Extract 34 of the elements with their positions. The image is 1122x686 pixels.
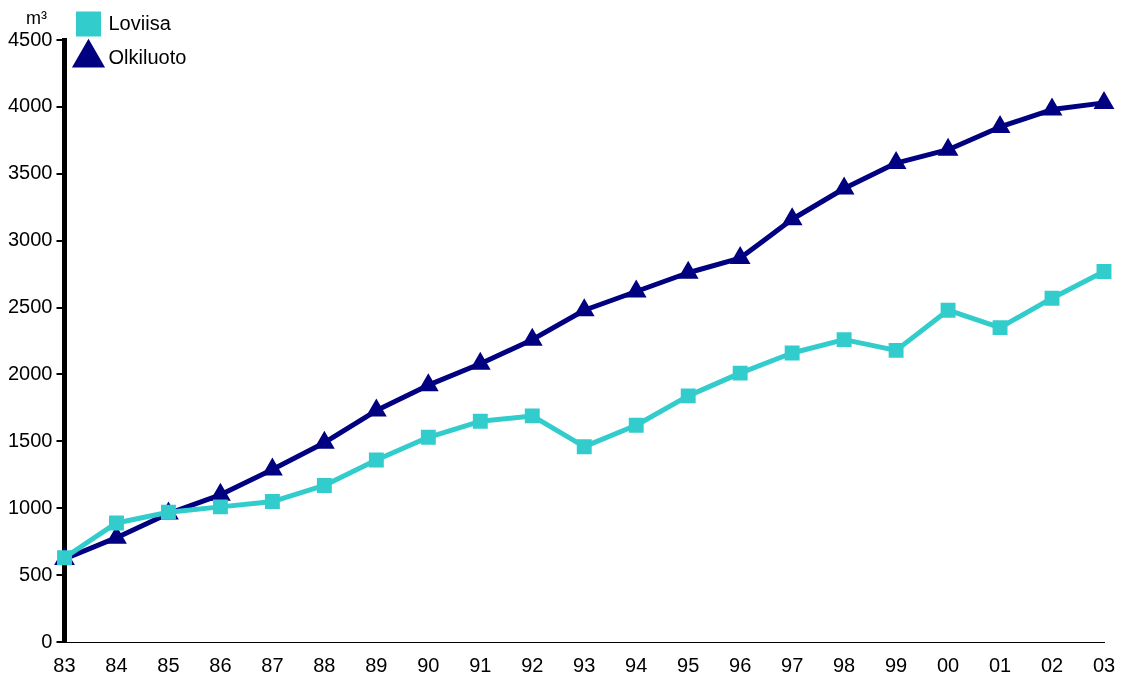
y-tick-label: 1000 [7, 495, 53, 518]
x-tick-label: 84 [105, 653, 128, 676]
x-tick-label: 96 [729, 653, 752, 676]
y-tick-label: 4000 [7, 94, 53, 117]
x-tick-label: 99 [884, 653, 908, 676]
x-tick-label: 87 [261, 653, 284, 676]
x-tick-label: 85 [157, 653, 180, 676]
legend-label: Olkiluoto [108, 45, 187, 68]
legend-label: Loviisa [108, 11, 172, 34]
x-tick-label: 94 [625, 653, 648, 676]
x-tick-label: 89 [365, 653, 388, 676]
y-tick-label: 2500 [7, 295, 53, 318]
x-tick-label: 03 [1092, 653, 1116, 676]
x-tick-label: 86 [209, 653, 232, 676]
y-tick-label: 3000 [7, 228, 53, 251]
x-tick-label: 90 [417, 653, 440, 676]
y-tick-label: 4500 [7, 27, 53, 50]
x-tick-label: 98 [833, 653, 856, 676]
x-tick-label: 88 [313, 653, 336, 676]
y-axis-title: m³ [25, 7, 47, 28]
x-tick-label: 95 [677, 653, 700, 676]
x-tick-label: 91 [469, 653, 492, 676]
x-tick-label: 00 [936, 653, 960, 676]
x-tick-label: 01 [988, 653, 1012, 676]
y-tick-label: 2000 [7, 361, 53, 384]
x-tick-label: 02 [1040, 653, 1064, 676]
x-tick-label: 83 [53, 653, 76, 676]
x-tick-label: 97 [781, 653, 804, 676]
y-tick-label: 500 [19, 562, 53, 585]
y-tick-label: 0 [41, 629, 53, 652]
y-tick-label: 3500 [7, 161, 53, 184]
y-tick-label: 1500 [7, 428, 53, 451]
x-tick-label: 92 [521, 653, 544, 676]
x-tick-label: 93 [573, 653, 596, 676]
